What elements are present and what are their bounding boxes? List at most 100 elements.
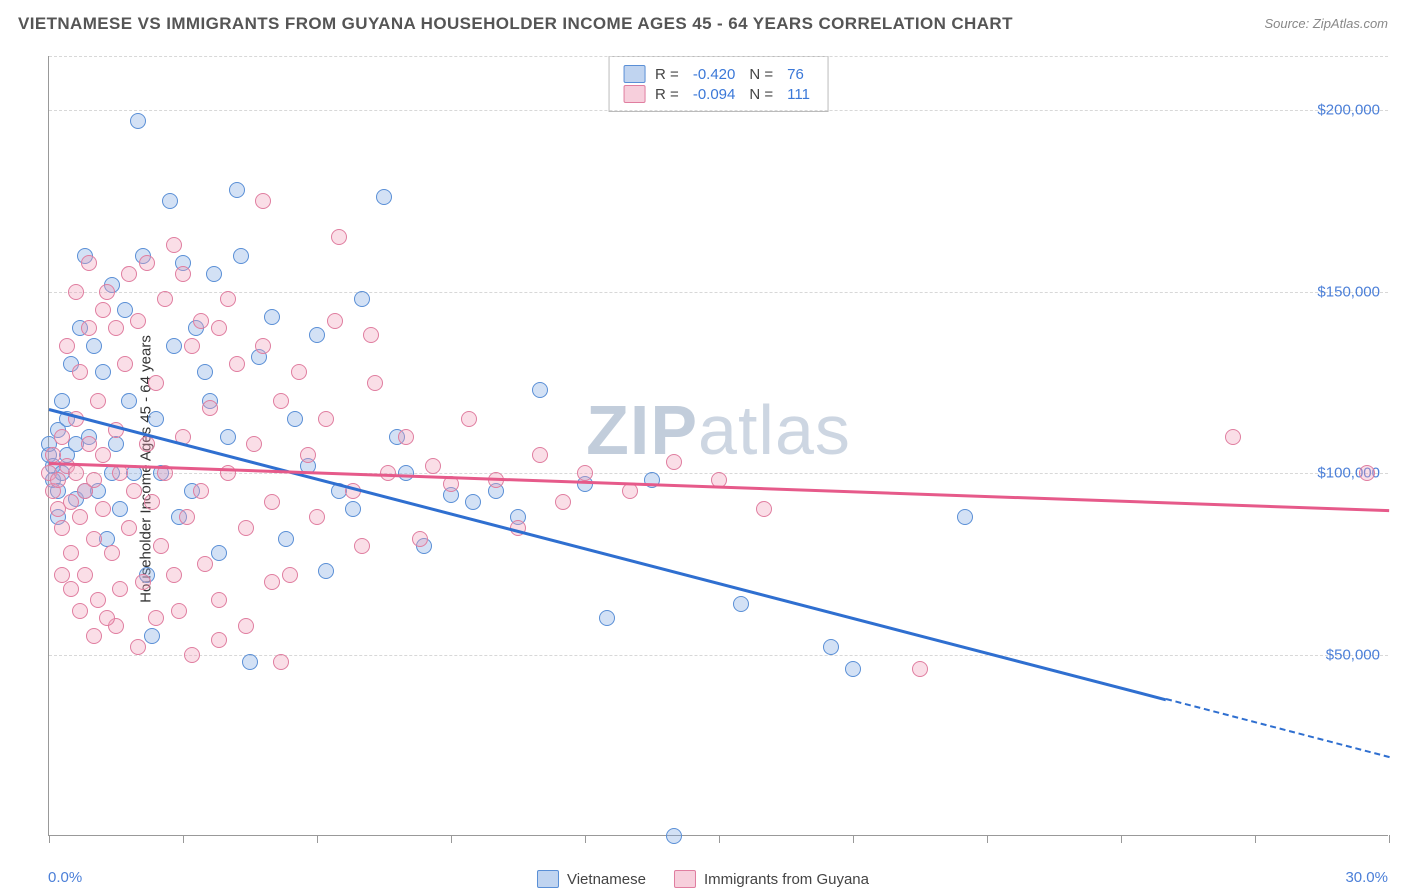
regression-line	[49, 462, 1389, 512]
data-point	[166, 237, 182, 253]
x-tick	[451, 835, 452, 843]
data-point	[121, 393, 137, 409]
data-point	[144, 494, 160, 510]
data-point	[318, 411, 334, 427]
data-point	[112, 465, 128, 481]
n-value: 111	[783, 86, 814, 103]
x-tick	[585, 835, 586, 843]
r-label: R =	[655, 66, 679, 83]
data-point	[77, 567, 93, 583]
legend-row: R = -0.420 N = 76	[623, 65, 814, 83]
x-tick	[987, 835, 988, 843]
data-point	[278, 531, 294, 547]
data-point	[220, 291, 236, 307]
x-tick	[853, 835, 854, 843]
data-point	[345, 501, 361, 517]
data-point	[130, 113, 146, 129]
data-point	[376, 189, 392, 205]
data-point	[72, 603, 88, 619]
data-point	[599, 610, 615, 626]
x-axis-max: 30.0%	[1345, 869, 1388, 886]
data-point	[148, 375, 164, 391]
data-point	[291, 364, 307, 380]
data-point	[130, 313, 146, 329]
x-tick	[1121, 835, 1122, 843]
data-point	[327, 313, 343, 329]
data-point	[823, 639, 839, 655]
chart-title: VIETNAMESE VS IMMIGRANTS FROM GUYANA HOU…	[18, 14, 1013, 34]
data-point	[532, 447, 548, 463]
data-point	[425, 458, 441, 474]
data-point	[184, 338, 200, 354]
gridline	[49, 110, 1388, 111]
swatch-icon	[674, 870, 696, 888]
data-point	[622, 483, 638, 499]
data-point	[238, 520, 254, 536]
data-point	[264, 309, 280, 325]
data-point	[86, 338, 102, 354]
data-point	[45, 447, 61, 463]
source-label: Source: ZipAtlas.com	[1264, 16, 1388, 31]
data-point	[108, 436, 124, 452]
y-tick-label: $200,000	[1317, 102, 1380, 119]
data-point	[81, 320, 97, 336]
data-point	[246, 436, 262, 452]
data-point	[465, 494, 481, 510]
data-point	[86, 531, 102, 547]
y-tick-label: $150,000	[1317, 283, 1380, 300]
data-point	[255, 338, 271, 354]
data-point	[273, 393, 289, 409]
data-point	[95, 364, 111, 380]
r-value: -0.420	[689, 66, 740, 83]
data-point	[300, 447, 316, 463]
data-point	[175, 266, 191, 282]
data-point	[63, 494, 79, 510]
x-tick	[317, 835, 318, 843]
n-label: N =	[749, 86, 773, 103]
swatch-icon	[537, 870, 559, 888]
data-point	[912, 661, 928, 677]
data-point	[99, 610, 115, 626]
legend-row: R = -0.094 N = 111	[623, 85, 814, 103]
data-point	[211, 320, 227, 336]
r-value: -0.094	[689, 86, 740, 103]
r-label: R =	[655, 86, 679, 103]
data-point	[59, 338, 75, 354]
data-point	[166, 338, 182, 354]
data-point	[95, 447, 111, 463]
data-point	[193, 483, 209, 499]
data-point	[233, 248, 249, 264]
data-point	[255, 193, 271, 209]
legend-item: Vietnamese	[537, 870, 646, 888]
data-point	[54, 393, 70, 409]
data-point	[264, 494, 280, 510]
data-point	[957, 509, 973, 525]
data-point	[81, 255, 97, 271]
data-point	[211, 632, 227, 648]
data-point	[398, 465, 414, 481]
data-point	[318, 563, 334, 579]
n-value: 76	[783, 66, 808, 83]
data-point	[112, 501, 128, 517]
data-point	[99, 284, 115, 300]
data-point	[68, 284, 84, 300]
data-point	[666, 454, 682, 470]
data-point	[68, 465, 84, 481]
data-point	[153, 538, 169, 554]
data-point	[144, 628, 160, 644]
series-name: Vietnamese	[567, 871, 646, 888]
data-point	[95, 501, 111, 517]
watermark: ZIPatlas	[586, 390, 851, 470]
data-point	[461, 411, 477, 427]
data-point	[108, 320, 124, 336]
data-point	[412, 531, 428, 547]
data-point	[135, 574, 151, 590]
data-point	[211, 592, 227, 608]
regression-line	[1165, 698, 1389, 758]
data-point	[166, 567, 182, 583]
data-point	[95, 302, 111, 318]
data-point	[117, 302, 133, 318]
data-point	[238, 618, 254, 634]
data-point	[331, 229, 347, 245]
gridline	[49, 292, 1388, 293]
